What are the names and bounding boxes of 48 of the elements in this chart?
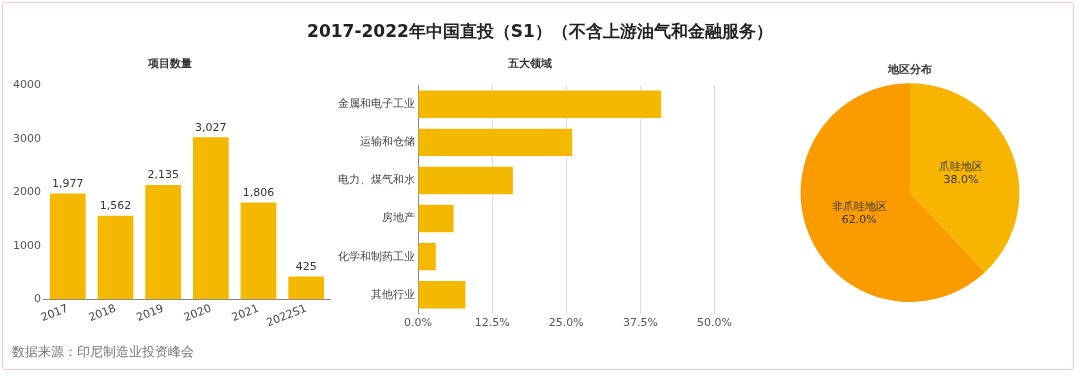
- x-tick-label: 2018: [86, 301, 118, 325]
- data-label: 38.0%: [943, 172, 979, 186]
- bar: [145, 184, 182, 300]
- y-tick-label: 金属和电子工业: [338, 97, 415, 111]
- y-tick-label: 其他行业: [371, 287, 415, 301]
- bar: [288, 276, 325, 300]
- slice-label: 爪哇地区: [938, 159, 983, 173]
- x-tick-label: 2017: [39, 301, 70, 325]
- data-label: 2,135: [147, 168, 179, 182]
- source-note: 数据来源：印尼制造业投资峰会: [12, 343, 194, 361]
- y-tick-label: 电力、煤气和水: [338, 173, 415, 187]
- y-tick-label: 0: [33, 292, 41, 306]
- y-tick-label: 运输和仓储: [360, 135, 415, 149]
- bar: [418, 204, 454, 233]
- x-tick-label: 2020: [182, 301, 213, 325]
- bar: [49, 193, 86, 300]
- bar: [192, 137, 229, 300]
- y-tick-label: 3000: [12, 131, 41, 145]
- bar: [418, 242, 436, 271]
- y-tick-label: 1000: [12, 238, 41, 252]
- x-tick-label: 25.0%: [548, 316, 584, 330]
- bar: [418, 90, 662, 118]
- slice-label: 非爪哇地区: [831, 200, 887, 214]
- data-label: 1,977: [52, 176, 84, 190]
- data-label: 3,027: [195, 120, 227, 134]
- x-tick-label: 2021: [229, 301, 261, 325]
- bar: [418, 281, 466, 309]
- chart-title: 五大领域: [507, 57, 552, 71]
- x-tick-label: 12.5%: [474, 316, 510, 330]
- bar: [418, 166, 513, 195]
- data-label: 62.0%: [841, 213, 877, 227]
- y-tick-label: 2000: [12, 185, 41, 199]
- chart-title: 地区分布: [887, 63, 932, 77]
- bar: [240, 202, 277, 300]
- x-tick-label: 2019: [134, 301, 166, 325]
- x-tick-label: 0.0%: [404, 316, 432, 330]
- bar: [97, 215, 134, 300]
- x-tick-label: 37.5%: [622, 316, 658, 330]
- y-tick-label: 房地产: [382, 211, 415, 225]
- y-tick-label: 4000: [12, 78, 41, 92]
- data-label: 1,562: [99, 199, 132, 213]
- data-label: 425: [295, 259, 317, 273]
- x-tick-label: 50.0%: [697, 316, 732, 330]
- chart-title: 项目数量: [147, 57, 192, 71]
- y-tick-label: 化学和制药工业: [338, 249, 415, 263]
- bar: [418, 128, 573, 157]
- text: 2017-2022年中国直投（S1）（不含上游油气和金融服务）: [306, 20, 774, 43]
- data-label: 1,806: [242, 185, 275, 199]
